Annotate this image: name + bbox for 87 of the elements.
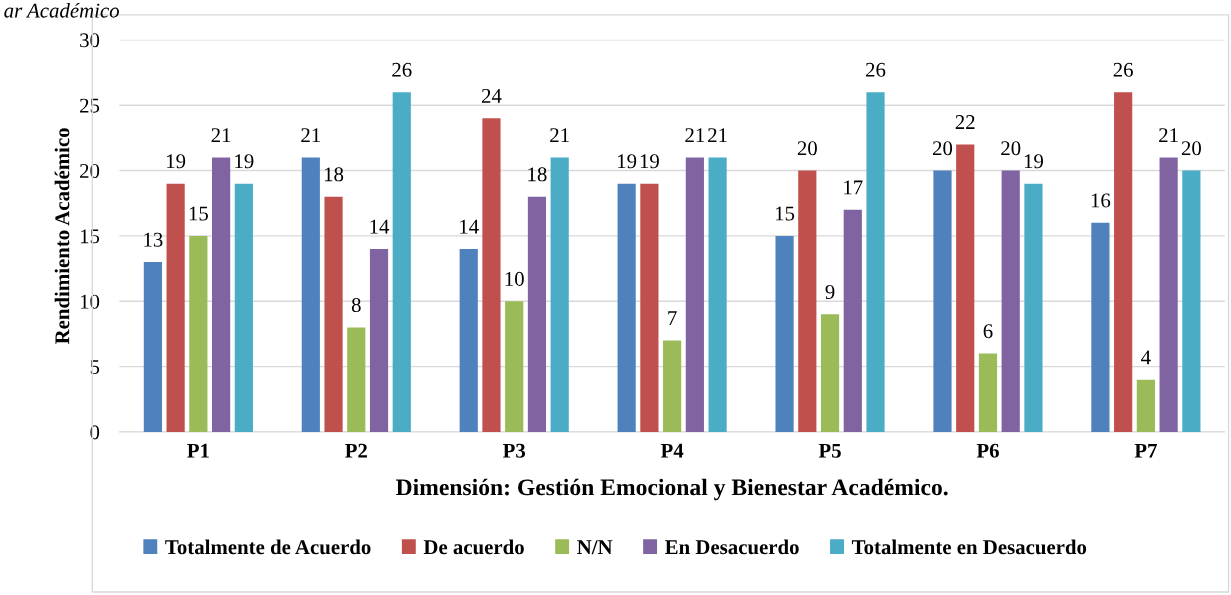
bar (482, 118, 501, 432)
x-axis-title: Dimensión: Gestión Emocional y Bienestar Académico. (395, 478, 948, 501)
bar (820, 314, 840, 432)
bar (1001, 170, 1020, 432)
data-label: 26 (866, 62, 886, 77)
legend-label: En Desacuerdo (665, 539, 799, 555)
data-label: 15 (775, 206, 795, 221)
bar (189, 235, 208, 432)
x-tick-label: P1 (187, 443, 209, 458)
bar (978, 353, 998, 432)
x-tick-label: P4 (660, 443, 684, 458)
bar (392, 92, 411, 432)
bar (956, 144, 975, 432)
bar (866, 92, 885, 432)
legend-label: Totalmente de Acuerdo (165, 539, 371, 555)
data-label: 20 (1001, 141, 1021, 156)
data-label: 15 (189, 206, 208, 221)
data-label: 19 (618, 154, 637, 169)
legend-label: De acuerdo (423, 539, 524, 555)
data-label: 26 (392, 62, 412, 77)
bar (212, 157, 231, 432)
data-label: 22 (955, 115, 975, 129)
data-label: 20 (932, 141, 953, 156)
bar (640, 183, 659, 432)
data-label: 21 (708, 128, 727, 142)
data-label: 20 (1181, 141, 1201, 156)
bar (708, 157, 727, 432)
data-label: 10 (505, 271, 524, 286)
bar (550, 157, 569, 432)
data-label: 21 (301, 128, 320, 142)
bar (617, 183, 636, 432)
bar (663, 340, 682, 432)
data-label: 4 (1141, 350, 1151, 365)
data-label: 26 (1113, 62, 1133, 77)
x-tick-label: P6 (976, 443, 999, 458)
bar (798, 170, 817, 432)
data-label: 18 (324, 167, 344, 182)
data-label: 9 (825, 284, 835, 299)
x-tick-label: P2 (345, 443, 367, 458)
data-label: 19 (640, 154, 659, 169)
data-label: 21 (685, 128, 705, 142)
bar (347, 327, 366, 432)
bar (775, 235, 794, 432)
data-label: 16 (1091, 193, 1111, 208)
data-label: 19 (167, 154, 186, 169)
bar (234, 183, 253, 432)
bar (1159, 157, 1178, 432)
bar (1091, 222, 1110, 432)
bar (933, 170, 952, 432)
y-tick-label: 20 (80, 163, 100, 178)
data-label: 17 (844, 180, 863, 195)
data-label: 8 (351, 298, 361, 313)
bar (1024, 183, 1043, 432)
bar (369, 248, 389, 432)
bar (505, 301, 524, 432)
data-label: 24 (481, 88, 502, 103)
data-label: 19 (235, 154, 254, 169)
bar (166, 183, 185, 432)
bar (843, 209, 862, 432)
y-tick-label: 25 (80, 98, 100, 113)
data-label: 21 (211, 128, 231, 142)
x-tick-label: P3 (502, 443, 526, 458)
bar (527, 196, 547, 432)
y-axis-title: Rendimiento Académico (54, 128, 70, 345)
data-label: 18 (528, 167, 547, 182)
bar (685, 157, 704, 432)
data-label: 13 (144, 232, 163, 247)
legend-label: N/N (577, 540, 613, 555)
data-label: 6 (983, 324, 993, 339)
x-tick-label: P7 (1134, 443, 1157, 458)
bar (459, 248, 478, 432)
data-label: 21 (1159, 128, 1178, 142)
text: ar Académico (4, 2, 119, 18)
data-label: 7 (668, 311, 677, 325)
bar (301, 157, 320, 432)
data-label: 14 (370, 219, 390, 234)
x-tick-label: P5 (818, 443, 841, 458)
data-label: 19 (1024, 154, 1044, 169)
data-label: 20 (797, 141, 817, 156)
bar (1182, 170, 1201, 432)
legend-label: Totalmente en Desacuerdo (851, 539, 1087, 555)
bar (1114, 92, 1133, 432)
data-label: 14 (460, 219, 479, 234)
bar (143, 262, 162, 432)
bar (1136, 379, 1155, 432)
bar (324, 196, 343, 432)
data-label: 21 (550, 128, 569, 142)
